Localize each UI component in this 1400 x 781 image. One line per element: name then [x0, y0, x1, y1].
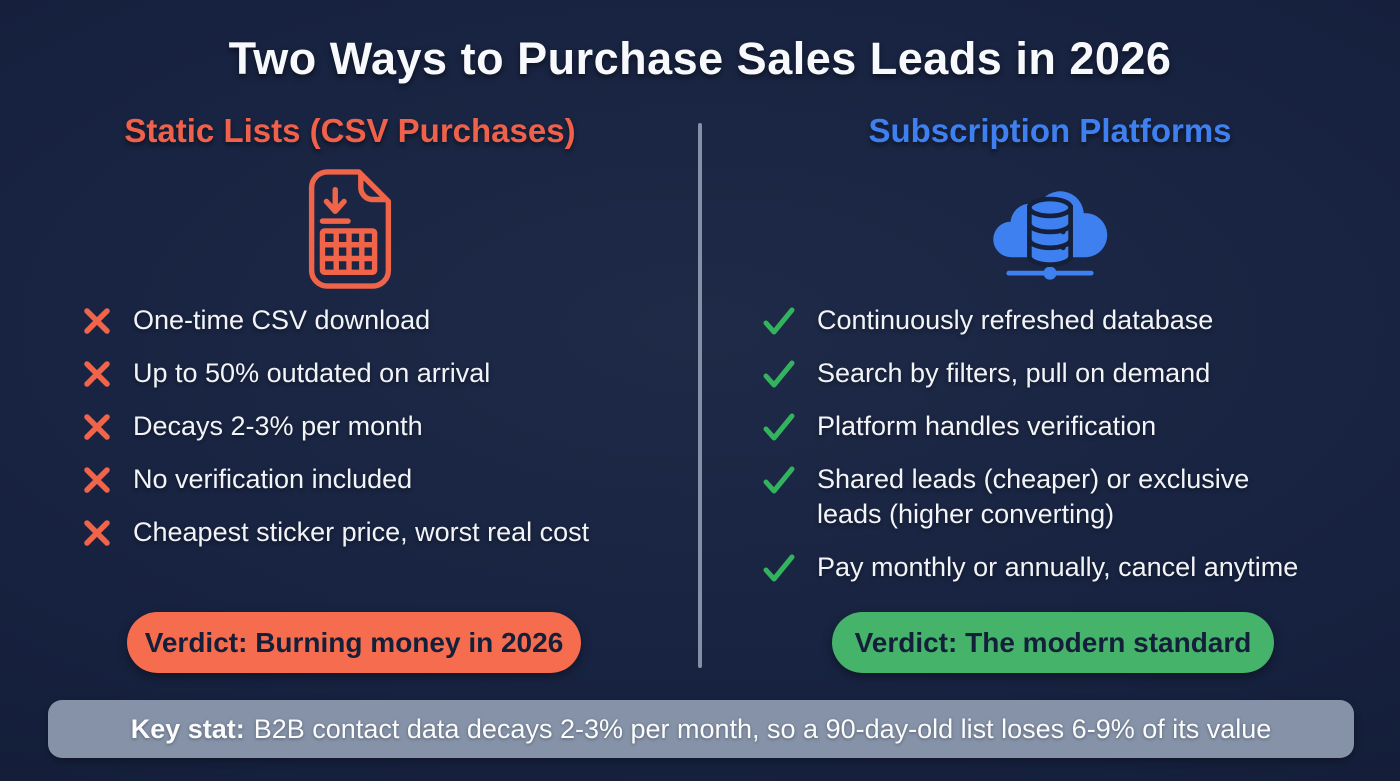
list-item-text: Platform handles verification: [817, 411, 1157, 441]
list-item-text: Pay monthly or annually, cancel anytime: [817, 552, 1299, 582]
check-mark-icon: [762, 465, 796, 495]
static-lists-column: Static Lists (CSV Purchases): [0, 112, 700, 289]
list-item: Shared leads (cheaper) or exclusive lead…: [762, 462, 1382, 532]
static-lists-drawbacks: One-time CSV download Up to 50% outdated…: [82, 303, 682, 568]
list-item-text: One-time CSV download: [133, 305, 431, 335]
x-mark-icon: [82, 306, 112, 336]
list-item: Decays 2-3% per month: [82, 409, 682, 444]
subscription-benefits: Continuously refreshed database Search b…: [762, 303, 1382, 603]
x-mark-icon: [82, 359, 112, 389]
list-item: Platform handles verification: [762, 409, 1382, 444]
check-mark-icon: [762, 306, 796, 336]
column-divider: [698, 123, 702, 668]
list-item-text: Decays 2-3% per month: [133, 411, 423, 441]
csv-file-download-icon: [0, 168, 700, 290]
list-item: Up to 50% outdated on arrival: [82, 356, 682, 391]
list-item-text: Shared leads (cheaper) or exclusive lead…: [817, 464, 1250, 529]
cloud-database-icon: [700, 170, 1400, 290]
key-stat-label: Key stat:: [130, 713, 245, 744]
check-mark-icon: [762, 412, 796, 442]
list-item: Search by filters, pull on demand: [762, 356, 1382, 391]
list-item-text: No verification included: [133, 464, 413, 494]
subscription-platforms-column: Subscription Platforms: [700, 112, 1400, 280]
x-mark-icon: [82, 465, 112, 495]
check-mark-icon: [762, 553, 796, 583]
list-item: Continuously refreshed database: [762, 303, 1382, 338]
page-title: Two Ways to Purchase Sales Leads in 2026: [228, 33, 1172, 84]
subscription-platforms-heading: Subscription Platforms: [868, 112, 1232, 149]
list-item-text: Search by filters, pull on demand: [817, 358, 1211, 388]
static-lists-verdict-badge: Verdict: Burning money in 2026: [127, 612, 581, 673]
list-item-text: Up to 50% outdated on arrival: [133, 358, 491, 388]
list-item: One-time CSV download: [82, 303, 682, 338]
key-stat-bar: Key stat: B2B contact data decays 2-3% p…: [48, 700, 1354, 758]
list-item: Cheapest sticker price, worst real cost: [82, 515, 682, 550]
list-item-text: Continuously refreshed database: [817, 305, 1214, 335]
static-lists-heading: Static Lists (CSV Purchases): [124, 112, 576, 149]
list-item: Pay monthly or annually, cancel anytime: [762, 550, 1382, 585]
key-stat-text: B2B contact data decays 2-3% per month, …: [253, 713, 1272, 744]
check-mark-icon: [762, 359, 796, 389]
list-item: No verification included: [82, 462, 682, 497]
subscription-verdict-badge: Verdict: The modern standard: [832, 612, 1274, 673]
list-item-text: Cheapest sticker price, worst real cost: [133, 517, 590, 547]
x-mark-icon: [82, 412, 112, 442]
x-mark-icon: [82, 518, 112, 548]
